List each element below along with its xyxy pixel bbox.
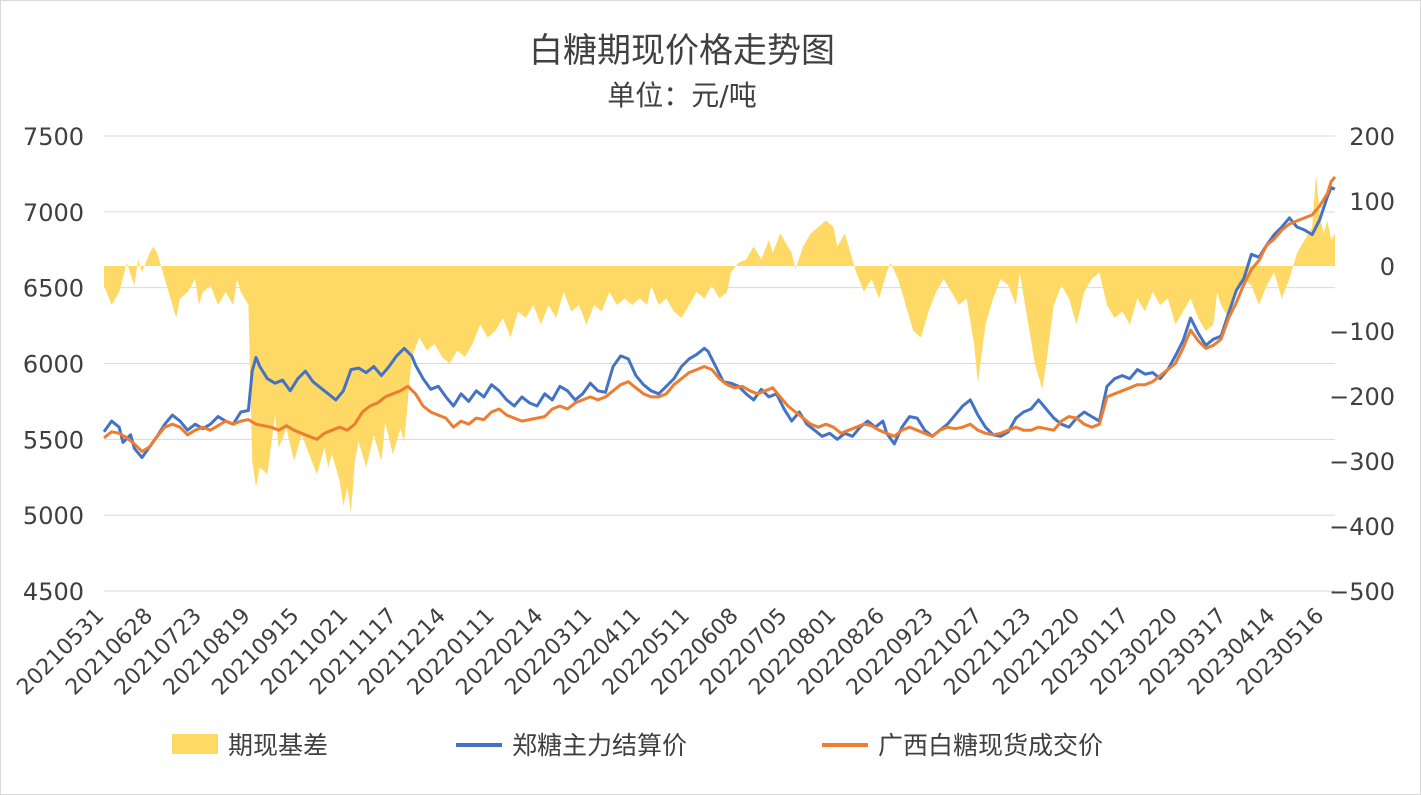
chart-title: 白糖期现价格走势图 — [529, 31, 835, 71]
y-right-tick-label: −400 — [1329, 513, 1395, 541]
y-right-tick-label: −200 — [1329, 383, 1395, 411]
y-left-tick-label: 6500 — [23, 275, 84, 303]
y-left-tick-label: 7500 — [23, 123, 84, 151]
y-right-tick-label: −100 — [1329, 318, 1395, 346]
plot-area — [102, 175, 1337, 513]
legend-label: 郑糖主力结算价 — [512, 731, 687, 760]
chart-subtitle: 单位：元/吨 — [607, 79, 756, 112]
y-right-tick-label: 100 — [1349, 188, 1395, 216]
y-left-tick-label: 4500 — [23, 578, 84, 606]
y-left-tick-label: 6000 — [23, 351, 84, 379]
legend-label: 期现基差 — [228, 731, 328, 760]
legend-label: 广西白糖现货成交价 — [878, 731, 1103, 760]
y-right-tick-label: 0 — [1380, 253, 1395, 281]
legend-swatch-basis — [172, 734, 218, 754]
y-left-tick-label: 5000 — [23, 502, 84, 530]
y-axis-right: −500 −400 −300 −200 −100 0 100 200 — [1329, 123, 1395, 606]
y-left-tick-label: 7000 — [23, 199, 84, 227]
zhengtang-price-line — [102, 186, 1336, 459]
legend: 期现基差 郑糖主力结算价 广西白糖现货成交价 — [172, 731, 1103, 760]
y-right-tick-label: −300 — [1329, 448, 1395, 476]
basis-area — [104, 175, 1335, 513]
y-right-tick-label: 200 — [1349, 123, 1395, 151]
x-axis: 2021053120210628202107232021081920210915… — [12, 604, 1329, 701]
y-left-tick-label: 5500 — [23, 426, 84, 454]
guangxi-spot-price-line — [103, 175, 1337, 453]
y-axis-left: 4500 5000 5500 6000 6500 7000 7500 — [23, 123, 84, 606]
y-right-tick-label: −500 — [1329, 578, 1395, 606]
